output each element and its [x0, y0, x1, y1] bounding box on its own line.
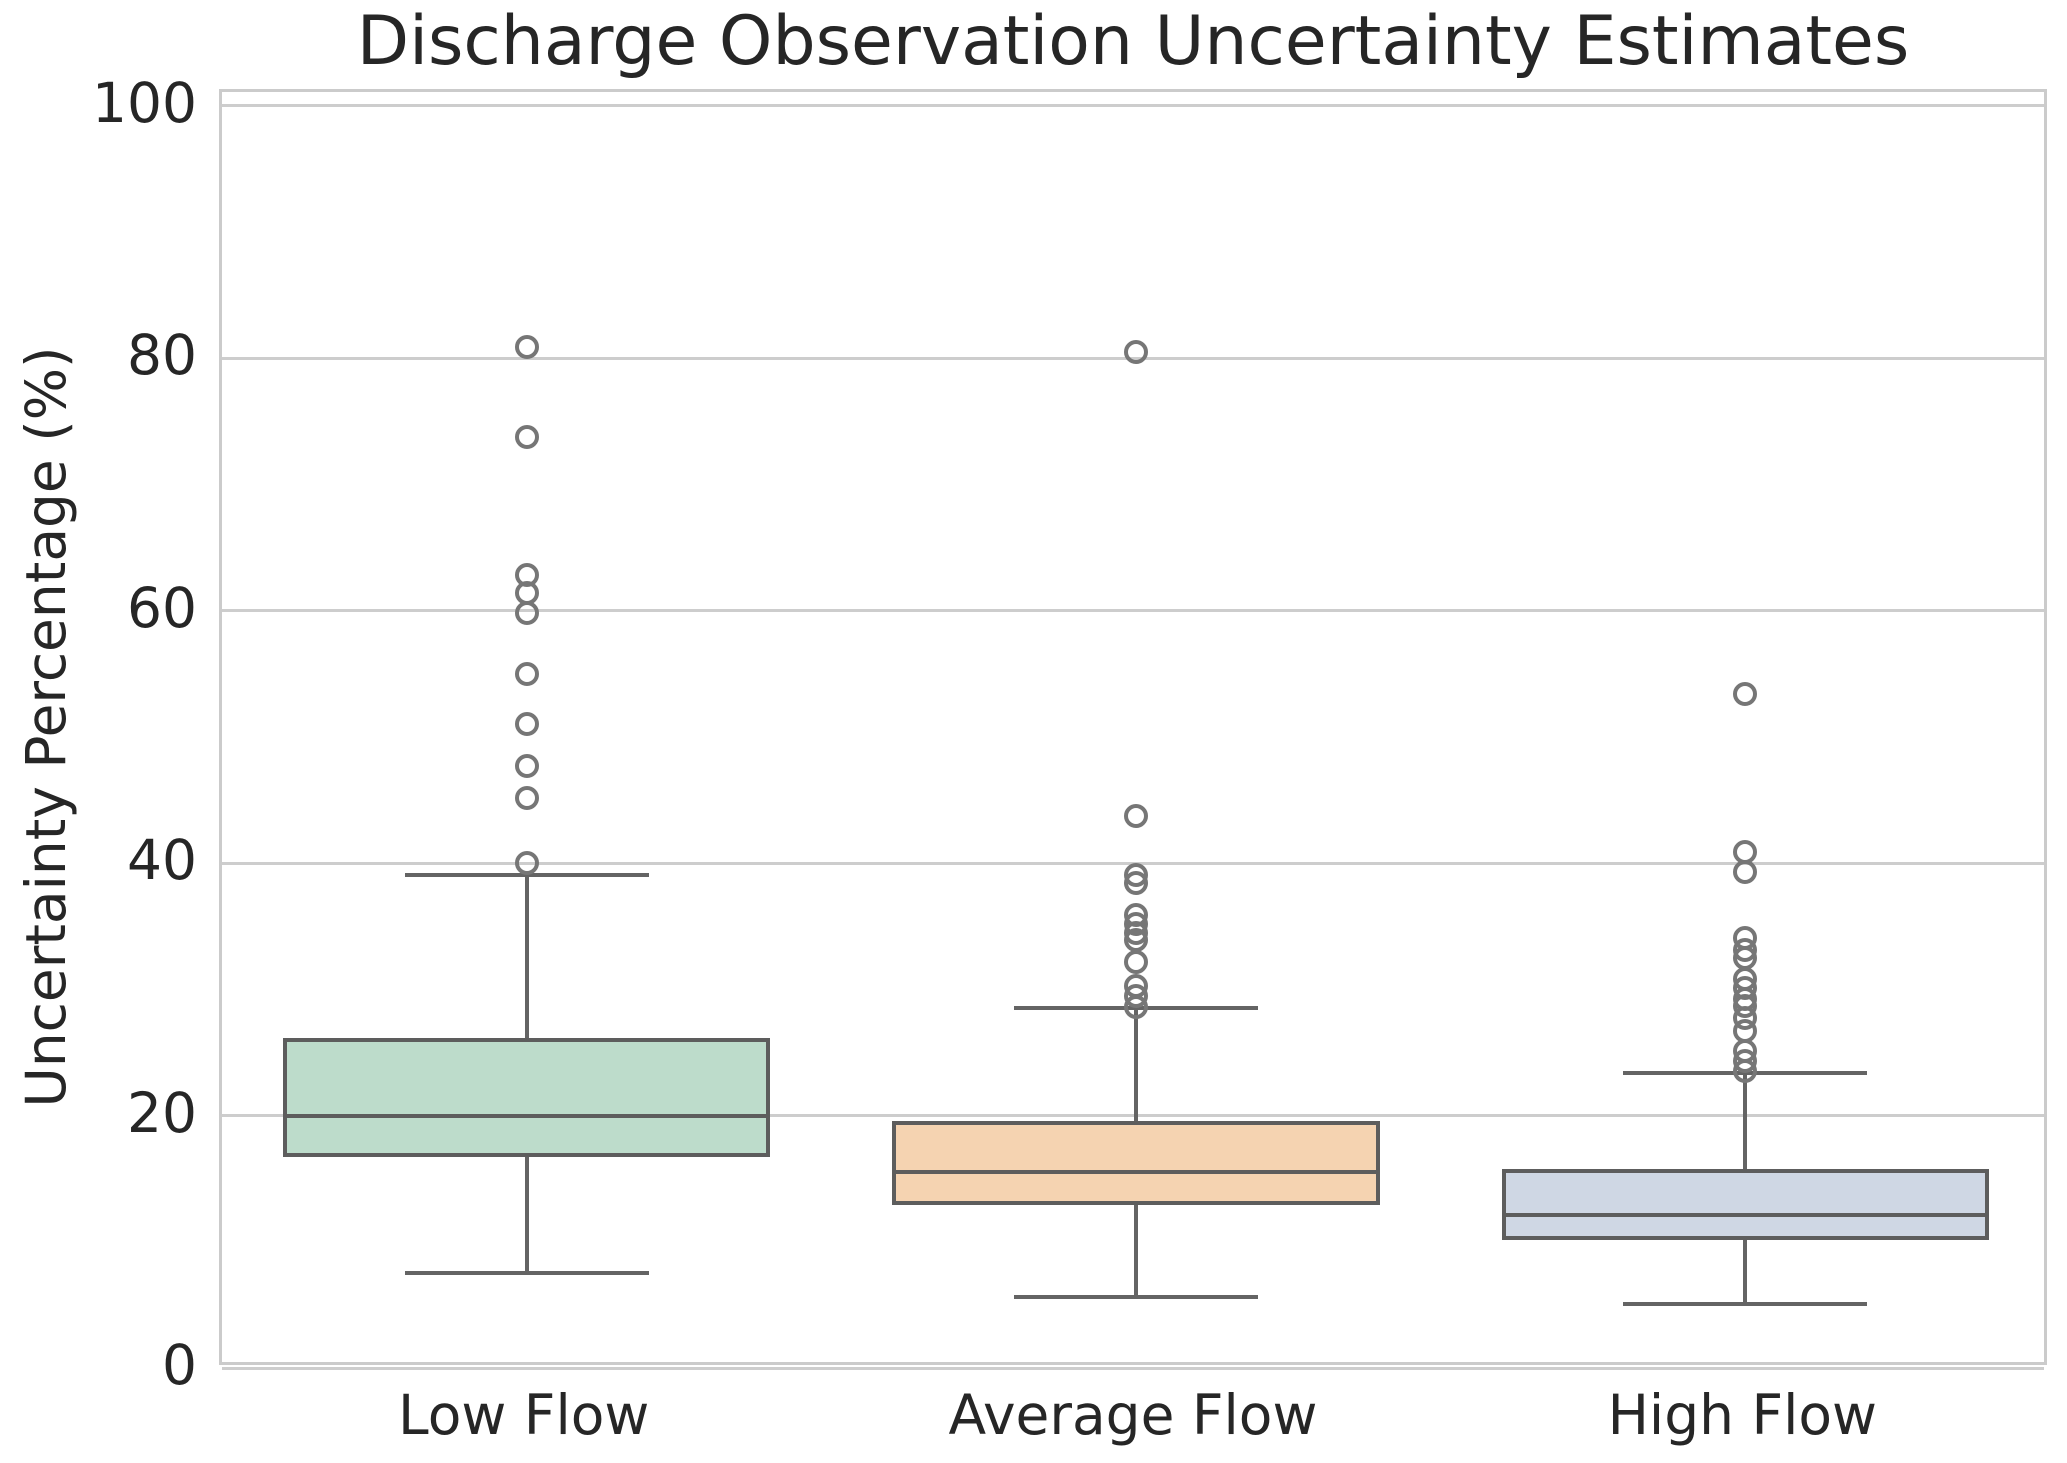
box-high-flow — [1501, 1169, 1990, 1240]
x-tick-label-low-flow: Low Flow — [398, 1383, 650, 1447]
gridline-y-60 — [222, 609, 2044, 613]
gridline-y-0 — [222, 1366, 2044, 1370]
outlier-point-high-flow — [1733, 839, 1758, 864]
upper-whisker-average-flow — [1134, 1008, 1138, 1124]
plot-area — [219, 89, 2047, 1370]
gridline-y-100 — [222, 104, 2044, 108]
outlier-point-low-flow — [514, 785, 539, 810]
upper-whisker-high-flow — [1743, 1072, 1748, 1172]
outlier-point-high-flow — [1733, 925, 1758, 950]
y-tick-label-0: 0 — [162, 1333, 197, 1397]
median-line-low-flow — [286, 1113, 767, 1118]
lower-whisker-cap-low-flow — [404, 1271, 649, 1276]
median-line-high-flow — [1505, 1213, 1986, 1218]
lower-whisker-low-flow — [524, 1154, 529, 1274]
x-tick-label-average-flow: Average Flow — [948, 1383, 1318, 1447]
outlier-point-low-flow — [514, 712, 539, 737]
outlier-point-low-flow — [514, 563, 539, 588]
outlier-point-low-flow — [514, 851, 539, 876]
box-low-flow — [282, 1037, 771, 1157]
y-tick-label-40: 40 — [127, 828, 197, 893]
lower-whisker-cap-average-flow — [1014, 1295, 1258, 1300]
outlier-point-low-flow — [514, 661, 539, 686]
y-tick-label-20: 20 — [127, 1080, 197, 1145]
lower-whisker-cap-high-flow — [1623, 1301, 1868, 1306]
y-tick-label-100: 100 — [92, 70, 197, 135]
gridline-y-20 — [222, 1114, 2044, 1118]
outlier-point-low-flow — [514, 753, 539, 778]
median-line-average-flow — [896, 1170, 1376, 1175]
outlier-point-average-flow — [1124, 949, 1148, 974]
outlier-point-high-flow — [1733, 682, 1758, 707]
chart-title: Discharge Observation Uncertainty Estima… — [356, 2, 1910, 81]
y-tick-label-80: 80 — [127, 323, 197, 388]
box-average-flow — [892, 1121, 1380, 1205]
x-tick-label-high-flow: High Flow — [1607, 1383, 1878, 1447]
outlier-point-average-flow — [1124, 902, 1148, 927]
outlier-point-low-flow — [514, 334, 539, 359]
y-tick-label-60: 60 — [127, 575, 197, 640]
outlier-point-average-flow — [1124, 973, 1148, 998]
y-axis-label: Uncertainty Percentage (%) — [14, 346, 79, 1108]
lower-whisker-average-flow — [1134, 1202, 1138, 1298]
outlier-point-average-flow — [1124, 862, 1148, 887]
upper-whisker-low-flow — [524, 874, 529, 1040]
outlier-point-average-flow — [1124, 804, 1148, 829]
outlier-point-average-flow — [1124, 339, 1148, 364]
outlier-point-low-flow — [514, 424, 539, 449]
lower-whisker-high-flow — [1743, 1238, 1748, 1304]
